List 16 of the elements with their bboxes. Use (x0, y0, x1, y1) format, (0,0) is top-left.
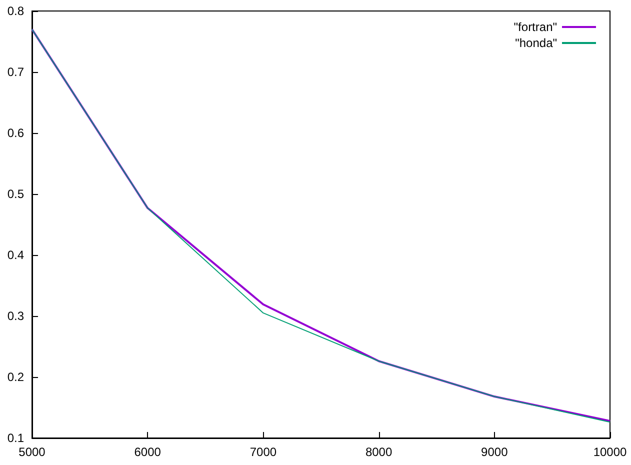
x-tick-label: 8000 (365, 445, 392, 459)
y-tick-label: 0.3 (7, 309, 24, 323)
y-tick-label: 0.1 (7, 431, 24, 445)
x-tick-label: 5000 (18, 445, 46, 459)
y-tick-label: 0.8 (7, 4, 24, 18)
x-tick-label: 7000 (250, 445, 277, 459)
legend-label: "honda" (515, 36, 557, 50)
x-tick-label: 9000 (481, 445, 508, 459)
x-tick-label: 6000 (134, 445, 162, 459)
y-tick-label: 0.2 (7, 370, 24, 384)
legend-label: "fortran" (514, 20, 557, 34)
y-tick-label: 0.6 (7, 126, 24, 140)
y-tick-label: 0.5 (7, 187, 24, 201)
y-tick-label: 0.4 (7, 248, 24, 262)
x-tick-label: 10000 (593, 445, 628, 459)
y-tick-label: 0.7 (7, 65, 24, 79)
